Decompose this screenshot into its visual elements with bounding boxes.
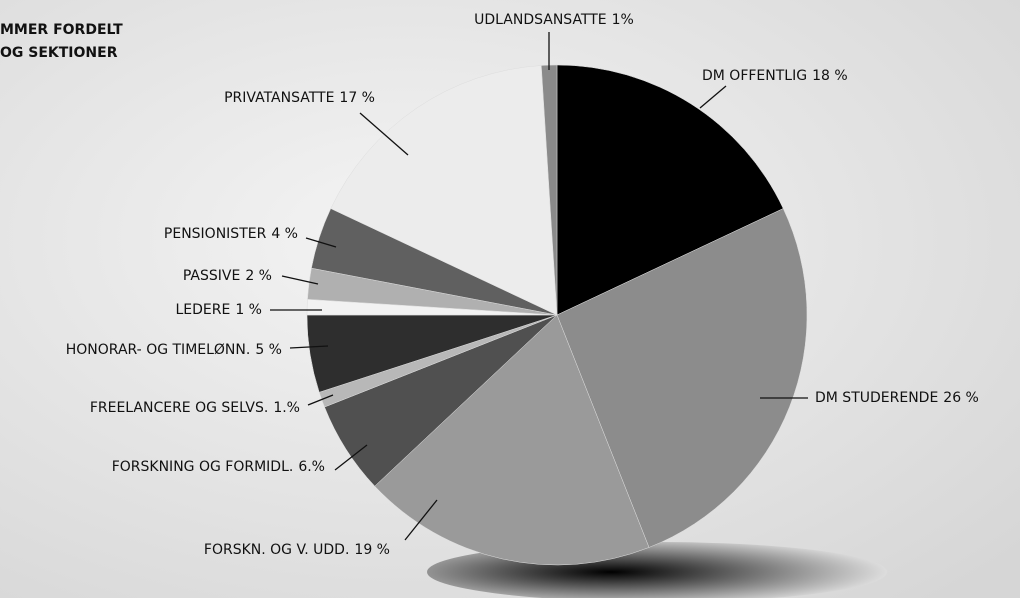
pie-slice [556,208,808,548]
leader-line [404,499,438,541]
value-label: 6.% [298,459,325,475]
leader-line [699,85,727,109]
value-label: 1 % [235,302,262,318]
labels: DM OFFENTLIG 18 % DM STUDERENDE 26 % FORSKN.… [66,12,979,558]
pie [306,64,808,566]
category-label: PENSIONISTER [164,226,267,242]
category-label: FORSKN. OG V. UDD. [204,542,350,558]
slice-label: HONORAR- OG TIMELØNN. 5 % [66,342,282,358]
leader-line [281,275,319,285]
slice-label: PENSIONISTER 4 % [164,226,298,242]
slice-label: FREELANCERE OG SELVS. 1.% [90,400,300,416]
leader-line [307,394,334,406]
category-label: PRIVATANSATTE [224,90,334,106]
value-label: 2 % [245,268,272,284]
value-label: 5 % [255,342,282,358]
chart-title: MMER FORDELT [0,22,123,38]
leader-line [289,345,329,349]
chart-title: OG SEKTIONER [0,45,118,61]
category-label: PASSIVE [183,268,240,284]
category-label: FORSKNING OG FORMIDL. [112,459,294,475]
slice-label: PASSIVE 2 % [183,268,272,284]
category-label: FREELANCERE OG SELVS. [90,400,269,416]
category-label: HONORAR- OG TIMELØNN. [66,342,251,358]
value-label: 17 % [339,90,375,106]
category-label: UDLANDSANSATTE [474,12,607,28]
value-label: 1.% [273,400,300,416]
value-label: 18 % [812,68,848,84]
leader-line [359,112,409,156]
leader-line [334,444,368,471]
slice-label: FORSKN. OG V. UDD. 19 % [204,542,390,558]
value-label: 4 % [271,226,298,242]
pie-slice [330,65,558,316]
category-label: LEDERE [175,302,230,318]
slice-label: LEDERE 1 % [175,302,262,318]
slice-label: UDLANDSANSATTE 1% [474,12,634,28]
value-label: 1% [612,12,634,28]
slice-label: DM STUDERENDE 26 % [815,390,979,406]
pie-slice [374,314,650,566]
category-label: DM STUDERENDE [815,390,938,406]
slice-label: FORSKNING OG FORMIDL. 6.% [112,459,325,475]
leader-line [305,237,337,248]
value-label: 26 % [943,390,979,406]
value-label: 19 % [354,542,390,558]
pie-slice [556,64,784,316]
slice-label: PRIVATANSATTE 17 % [224,90,375,106]
slice-label: DM OFFENTLIG 18 % [702,68,848,84]
category-label: DM OFFENTLIG [702,68,807,84]
